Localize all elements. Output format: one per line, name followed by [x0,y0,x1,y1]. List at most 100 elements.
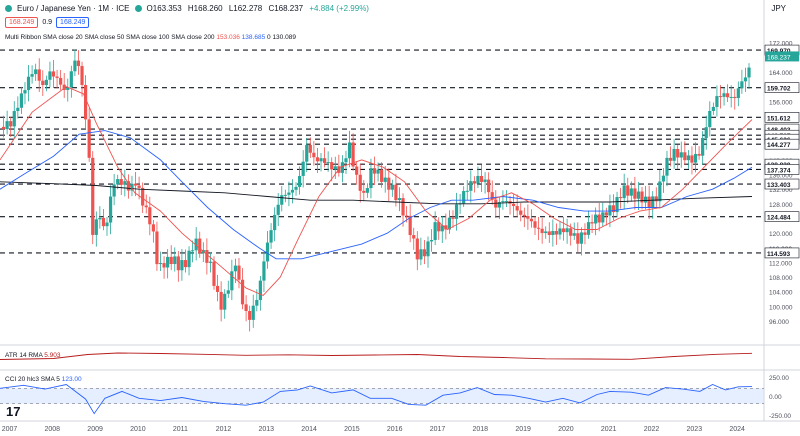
candle-body [529,218,534,222]
candle-body [322,158,327,163]
candle-body [629,188,633,196]
candle-body [390,184,394,190]
candle-body [73,60,77,72]
candle-body [422,249,427,257]
candle-body [558,228,562,235]
sma50-value: 138.685 [241,34,266,41]
candle-body [198,238,202,254]
candle-body [23,90,27,94]
level-tag-box [764,164,800,175]
atr-legend[interactable]: ATR 14 RMA 5.903 [5,352,61,359]
candle-body [166,256,170,268]
candle-body [405,215,409,217]
time-tick-label: 2007 [2,426,18,433]
candle-body [747,67,751,78]
candle-body [223,293,227,310]
sma20-value: 153.036 [216,34,240,41]
candle-body [619,197,623,199]
candle-body [51,71,56,77]
candle-body [718,96,723,98]
cci-legend[interactable]: CCI 20 hlc3 SMA 5 123.00 [5,376,82,383]
cci-tick-label: 0.00 [769,394,782,401]
candle-body [533,221,537,228]
candle-body [305,144,309,162]
candle-body [451,217,455,219]
candle-body [16,107,20,112]
candle-body [191,250,195,252]
candle-body [66,87,70,90]
candle-body [604,212,608,216]
candle-body [258,280,262,300]
level-tag-label: 151.612 [767,115,791,122]
candle-body [162,263,166,268]
candle-body [365,188,369,193]
candle-body [237,265,241,280]
level-tag-label: 133.403 [767,182,791,189]
symbol-title[interactable]: Euro / Japanese Yen · 1M · ICE [17,4,130,13]
buy-button[interactable]: 168.249 [56,17,90,28]
sma100-value: 0 [267,34,271,41]
candle-body [387,177,391,190]
candle-body [330,162,334,170]
candle-body [526,216,530,219]
price-tick-label: 128.000 [769,202,793,209]
price-tick-label: 164.000 [769,70,793,77]
time-tick-label: 2020 [558,426,574,433]
candle-body [48,71,52,80]
candle-body [9,121,13,127]
candle-body [226,290,230,294]
candle-body [668,157,673,161]
candle-body [679,152,683,158]
candle-body [569,228,573,236]
candle-body [126,181,131,191]
market-status-dot [5,5,12,12]
price-tick-label: 156.000 [769,99,793,106]
candle-body [726,93,730,98]
candle-body [672,148,676,161]
currency-label[interactable]: JPY [771,4,786,13]
ma-ribbon-legend[interactable]: Multi Ribbon SMA close 20 SMA close 50 S… [5,34,296,41]
candle-body [597,214,601,223]
candle-body [12,111,16,127]
ohlc-readout: O163.353 H168.260 L162.278 C168.237 +4.8… [147,4,373,13]
candle-body [401,198,405,216]
time-tick-label: 2019 [515,426,531,433]
candle-body [426,241,430,257]
candle-body [148,207,152,225]
candle-body [87,119,91,158]
candle-body [59,77,63,85]
candle-body [69,71,73,88]
atr-label: ATR 14 RMA [5,352,43,359]
candle-body [369,168,373,189]
candle-body [294,186,298,190]
candle-body [622,185,626,199]
candle-body [315,157,320,162]
candle-body [690,155,694,163]
candle-body [205,249,209,263]
candle-body [547,231,551,236]
candle-body [333,166,337,170]
candle-body [497,202,501,208]
cci-band [0,388,764,404]
sell-button[interactable]: 168.249 [5,17,39,28]
candle-body [683,152,687,161]
candle-body [215,285,220,292]
candle-body [76,60,81,67]
candle-body [358,174,362,191]
candle-body [5,121,9,130]
candle-body [565,228,569,233]
candle-body [608,205,612,216]
candle-body [729,96,733,98]
time-tick-label: 2021 [601,426,617,433]
candle-body [301,161,305,176]
candle-body [312,152,316,158]
candle-body [654,196,658,202]
level-tag-box [764,247,800,259]
time-tick-label: 2024 [729,426,745,433]
candle-body [251,305,255,320]
candle-body [133,183,138,186]
candle-body [479,175,484,182]
level-tag-box [764,112,800,123]
cci-line [0,384,753,415]
